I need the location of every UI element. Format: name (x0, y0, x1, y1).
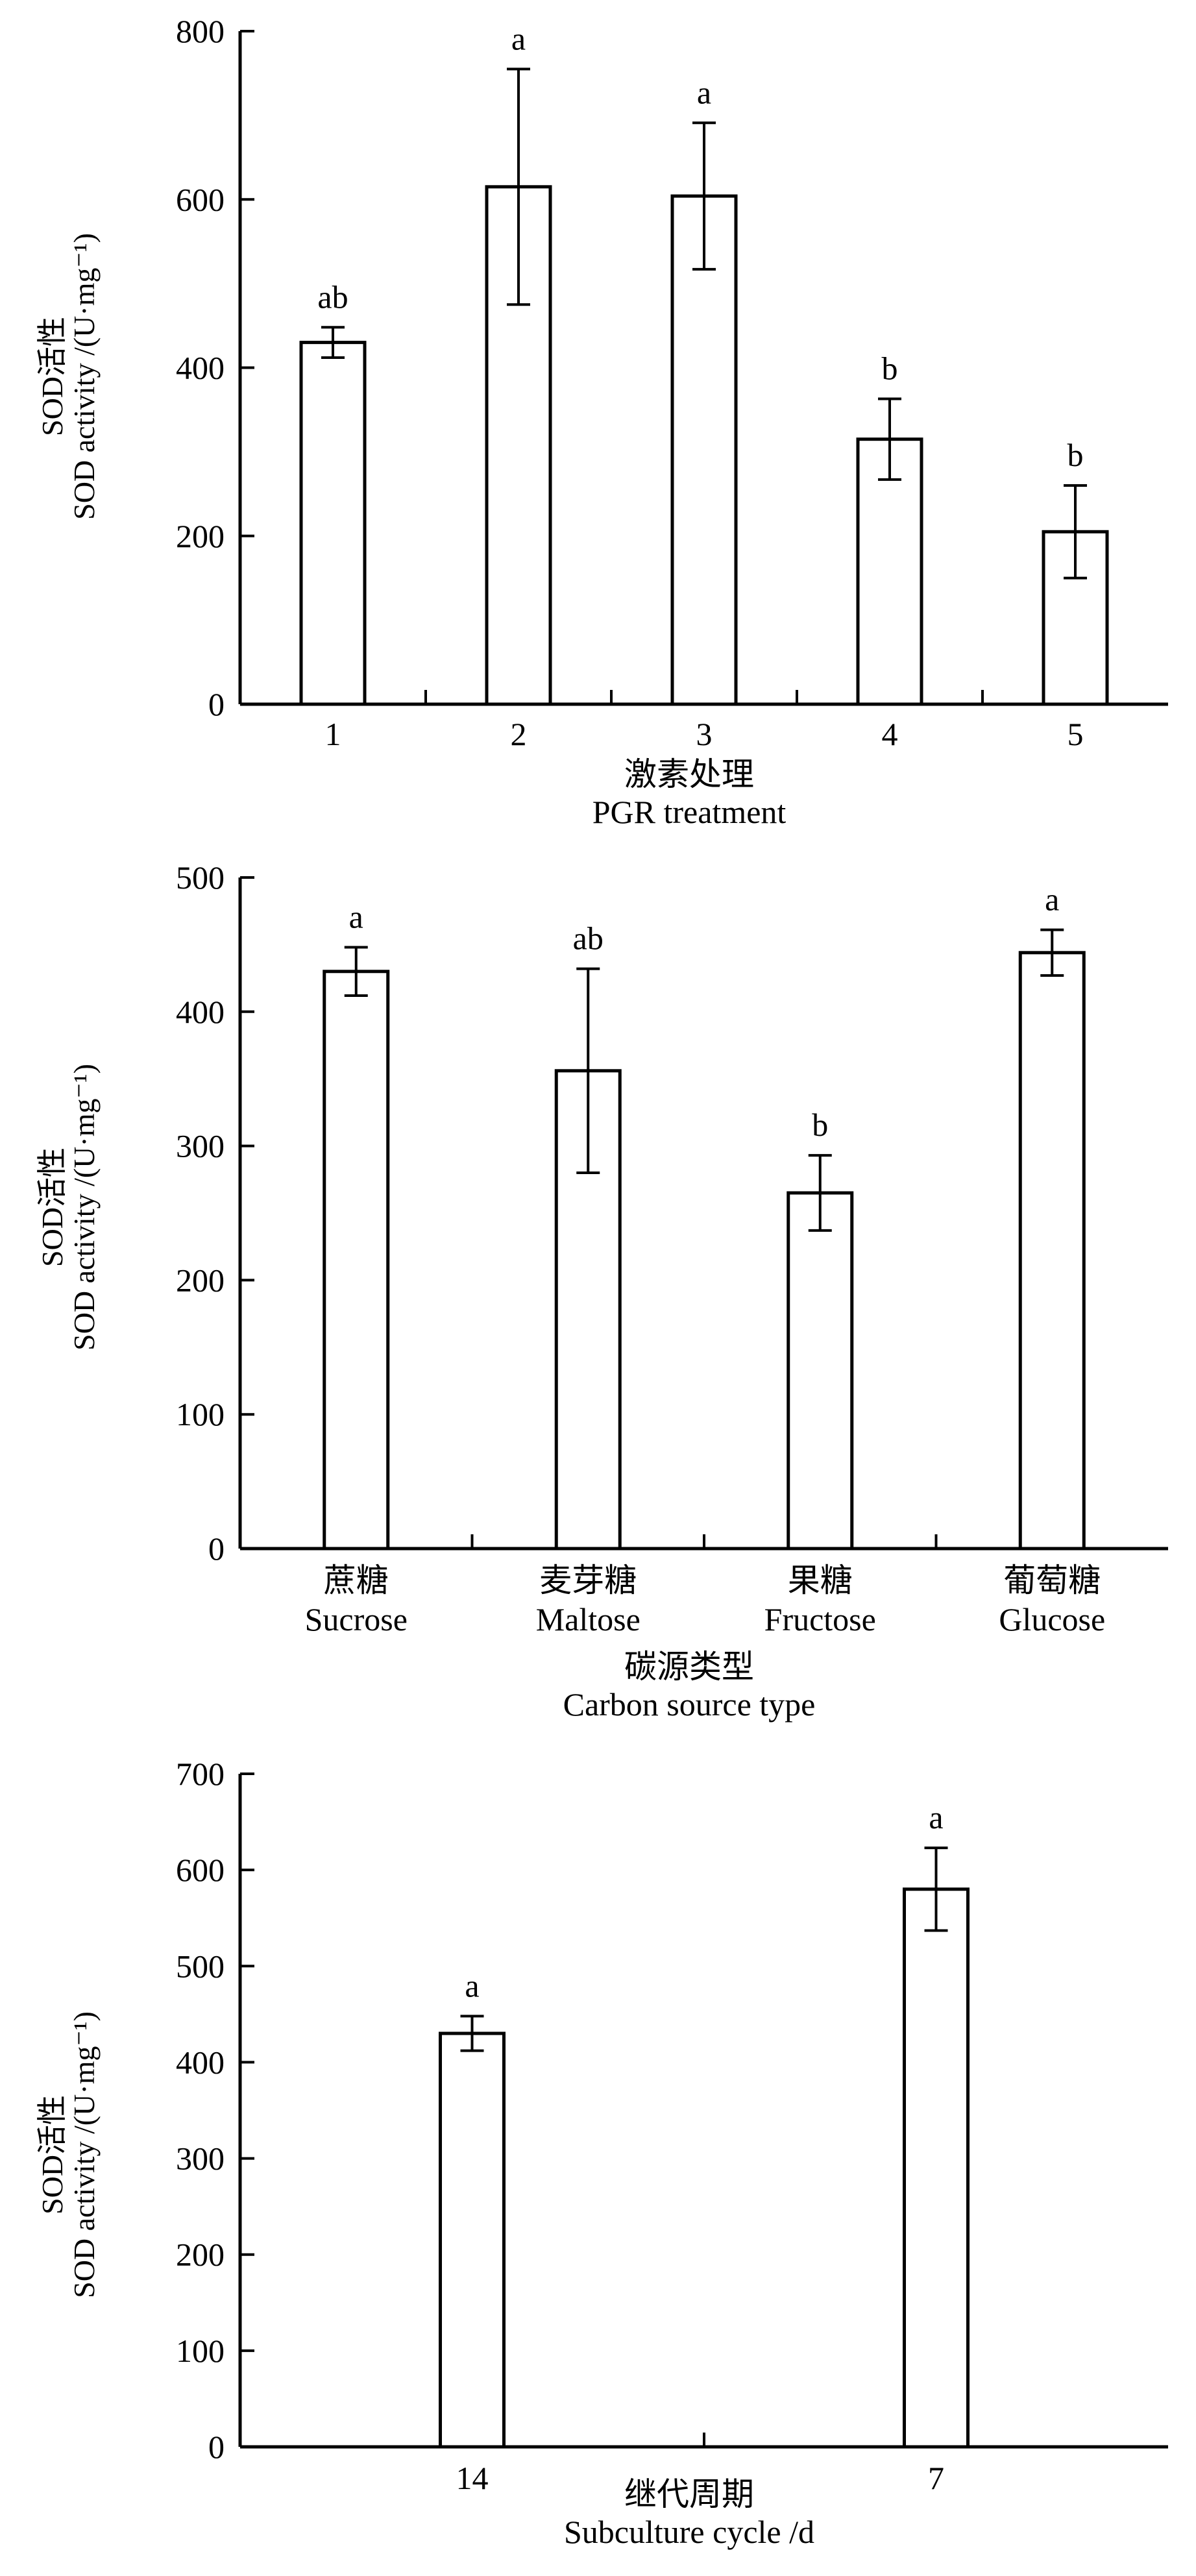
x-tick-label: 果糖 (788, 1562, 853, 1599)
x-tick-label: 5 (1068, 716, 1084, 752)
x-tick-label-en: Fructose (764, 1601, 876, 1638)
y-tick-label: 200 (176, 1262, 225, 1298)
bar (856, 437, 923, 706)
y-tick-label: 400 (176, 2044, 225, 2080)
x-tick-label-en: Glucose (999, 1601, 1105, 1638)
bar (670, 194, 738, 706)
y-tick-label: 300 (176, 2141, 225, 2177)
y-tick-label: 0 (208, 1530, 225, 1567)
y-tick-label: 400 (176, 994, 225, 1030)
x-tick-label: 2 (511, 716, 527, 752)
bar (485, 185, 552, 706)
significance-letter: b (882, 350, 898, 386)
x-axis-label-en: Subculture cycle /d (564, 2514, 814, 2550)
x-axis-label-cn: 激素处理 (624, 756, 754, 792)
bar (323, 970, 390, 1551)
y-axis-label-en: SOD activity /(U·mg⁻¹) (67, 1064, 101, 1351)
y-tick-label: 700 (176, 1756, 225, 1792)
significance-letter: a (465, 1967, 479, 2004)
panel-pgr-treatment: SOD活性 SOD activity /(U·mg⁻¹) 激素处理 PGR tr… (36, 13, 1168, 830)
bar (439, 2031, 506, 2449)
y-tick-label: 0 (208, 2429, 225, 2465)
x-tick-label: 14 (456, 2460, 489, 2496)
y-axis-label-cn: SOD活性 (36, 1147, 69, 1267)
y-axis-label: SOD活性 SOD activity /(U·mg⁻¹) (36, 2011, 101, 2298)
y-axis-label: SOD活性 SOD activity /(U·mg⁻¹) (36, 233, 101, 520)
y-tick-label: 100 (176, 1396, 225, 1432)
bar (299, 341, 367, 706)
y-axis-label-en: SOD activity /(U·mg⁻¹) (67, 233, 101, 520)
significance-letter: b (1068, 437, 1084, 473)
y-tick-label: 300 (176, 1128, 225, 1164)
significance-letter: a (929, 1799, 943, 1835)
y-axis-label-en: SOD activity /(U·mg⁻¹) (67, 2011, 101, 2298)
significance-letter: a (349, 899, 363, 935)
y-tick-label: 800 (176, 13, 225, 49)
y-axis-label-cn: SOD活性 (36, 317, 69, 436)
x-tick-label: 1 (325, 716, 341, 752)
x-tick-label-en: Maltose (536, 1601, 641, 1638)
y-tick-label: 600 (176, 1852, 225, 1888)
bar (787, 1191, 854, 1551)
significance-letter: ab (573, 920, 604, 957)
significance-letter: a (511, 20, 526, 56)
x-tick-label: 麦芽糖 (539, 1562, 637, 1599)
x-tick-label: 4 (882, 716, 898, 752)
y-tick-label: 500 (176, 1948, 225, 1984)
panel-subculture-cycle: SOD活性 SOD activity /(U·mg⁻¹) 继代周期 Subcul… (36, 1756, 1168, 2550)
significance-letter: a (1045, 881, 1059, 918)
y-tick-label: 400 (176, 350, 225, 386)
x-axis-label-cn: 碳源类型 (624, 1649, 754, 1685)
x-tick-label: 3 (696, 716, 713, 752)
panel-carbon-source: SOD活性 SOD activity /(U·mg⁻¹) 碳源类型 Carbon… (36, 859, 1168, 1723)
x-axis-label-cn: 继代周期 (624, 2476, 754, 2512)
y-tick-label: 100 (176, 2333, 225, 2369)
significance-letter: b (812, 1107, 828, 1143)
bar (1018, 951, 1086, 1551)
x-axis-label-en: PGR treatment (592, 794, 787, 830)
x-tick-label: 蔗糖 (324, 1562, 389, 1599)
y-axis-label-cn: SOD活性 (36, 2095, 69, 2214)
bar (903, 1887, 970, 2449)
y-tick-label: 200 (176, 518, 225, 554)
y-axis-label: SOD活性 SOD activity /(U·mg⁻¹) (36, 1064, 101, 1351)
y-tick-label: 500 (176, 859, 225, 896)
y-tick-label: 0 (208, 686, 225, 722)
x-axis-label-en: Carbon source type (563, 1686, 816, 1723)
significance-letter: ab (317, 278, 348, 315)
y-tick-label: 600 (176, 181, 225, 217)
x-tick-label: 7 (928, 2460, 944, 2496)
y-tick-label: 200 (176, 2237, 225, 2273)
significance-letter: a (697, 74, 711, 110)
x-tick-label-en: Sucrose (305, 1601, 408, 1638)
x-tick-label: 葡萄糖 (1003, 1562, 1101, 1599)
